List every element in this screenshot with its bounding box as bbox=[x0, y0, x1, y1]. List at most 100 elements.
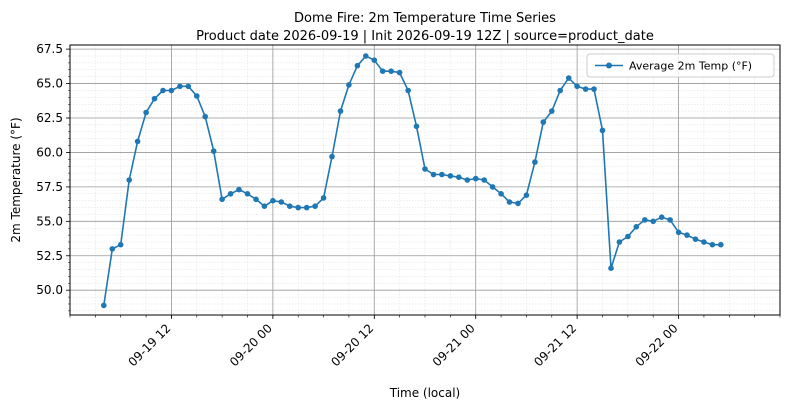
data-point bbox=[667, 217, 673, 223]
data-point bbox=[692, 236, 699, 242]
data-point bbox=[126, 177, 132, 183]
y-tick-label: 65.0 bbox=[36, 77, 63, 91]
data-point bbox=[675, 229, 682, 236]
data-point bbox=[574, 83, 580, 90]
data-point bbox=[117, 241, 124, 248]
data-point bbox=[278, 199, 285, 205]
data-point bbox=[354, 62, 361, 69]
data-point bbox=[379, 68, 386, 74]
x-tick-label: 09-21 12 bbox=[531, 321, 579, 369]
data-point bbox=[337, 108, 344, 114]
y-tick-label: 50.0 bbox=[36, 283, 63, 297]
data-point bbox=[320, 195, 327, 201]
minor-grid bbox=[69, 45, 781, 315]
y-tick-label: 67.5 bbox=[36, 42, 63, 56]
data-point bbox=[261, 203, 268, 209]
data-point bbox=[194, 93, 200, 99]
data-point bbox=[439, 171, 445, 178]
data-point bbox=[506, 199, 513, 205]
series-line bbox=[103, 55, 721, 306]
data-point bbox=[295, 204, 302, 211]
y-tick-label: 62.5 bbox=[36, 111, 63, 125]
data-point bbox=[489, 184, 496, 190]
data-point bbox=[591, 86, 597, 92]
data-point bbox=[160, 87, 166, 94]
data-point bbox=[430, 171, 437, 178]
legend-entry-label: Average 2m Temp (°F) bbox=[629, 60, 752, 73]
y-tick-label: 57.5 bbox=[36, 180, 63, 194]
data-point bbox=[363, 53, 369, 59]
data-point bbox=[557, 87, 563, 94]
data-point bbox=[481, 177, 488, 183]
data-point bbox=[329, 153, 335, 160]
data-point bbox=[549, 108, 555, 114]
data-point bbox=[650, 218, 656, 225]
y-axis: 50.0 52.5 55.0 57.5 60.0 62.5 65.0 67.5 bbox=[36, 42, 70, 312]
data-point bbox=[540, 119, 547, 125]
data-point bbox=[684, 232, 690, 238]
data-point bbox=[346, 82, 352, 88]
data-point bbox=[608, 265, 614, 272]
data-point bbox=[642, 217, 648, 223]
chart-subtitle: Product date 2026-09-19 | Init 2026-09-1… bbox=[196, 29, 654, 44]
data-point bbox=[227, 191, 234, 197]
data-point bbox=[456, 174, 462, 180]
y-tick-label: 55.0 bbox=[36, 214, 63, 228]
data-point bbox=[109, 246, 116, 252]
data-point bbox=[101, 302, 107, 309]
data-point bbox=[396, 69, 403, 76]
x-tick-label: 09-20 12 bbox=[328, 321, 376, 369]
x-axis: 09-19 12 09-20 00 09-20 12 09-21 00 09-21 12… bbox=[69, 315, 781, 369]
data-point bbox=[422, 166, 428, 172]
data-point bbox=[312, 203, 318, 209]
data-point bbox=[582, 86, 589, 92]
data-point bbox=[472, 175, 479, 182]
series-group bbox=[101, 53, 724, 309]
data-point bbox=[447, 173, 454, 179]
data-point bbox=[303, 204, 310, 211]
data-point bbox=[633, 224, 640, 230]
data-point bbox=[701, 239, 707, 245]
data-point bbox=[464, 177, 471, 183]
legend: Average 2m Temp (°F) bbox=[586, 53, 775, 78]
data-point bbox=[270, 197, 276, 204]
y-tick-label: 52.5 bbox=[36, 249, 63, 263]
data-point bbox=[236, 186, 242, 193]
data-point bbox=[523, 192, 530, 198]
x-tick-label: 09-19 12 bbox=[125, 321, 173, 369]
major-grid bbox=[70, 45, 780, 315]
x-axis-label: Time (local) bbox=[389, 386, 461, 400]
data-point bbox=[244, 191, 251, 197]
data-point bbox=[599, 127, 606, 134]
data-point bbox=[565, 75, 572, 81]
data-point bbox=[658, 214, 665, 220]
legend-marker bbox=[606, 62, 612, 69]
y-axis-label: 2m Temperature (°F) bbox=[9, 117, 23, 242]
data-point bbox=[253, 196, 259, 203]
data-point bbox=[616, 239, 623, 245]
data-point bbox=[388, 68, 395, 74]
x-tick-label: 09-20 00 bbox=[227, 321, 275, 369]
data-point bbox=[371, 57, 378, 63]
data-point bbox=[405, 87, 411, 94]
data-point bbox=[287, 203, 293, 209]
data-point bbox=[168, 87, 175, 94]
x-tick-label: 09-21 00 bbox=[430, 321, 478, 369]
data-point bbox=[151, 95, 158, 102]
data-point bbox=[185, 83, 192, 90]
data-point bbox=[210, 148, 217, 154]
data-point bbox=[515, 200, 521, 207]
data-point bbox=[709, 241, 716, 248]
data-point bbox=[219, 196, 225, 203]
data-point bbox=[413, 123, 420, 130]
data-point bbox=[498, 191, 504, 197]
chart-title: Dome Fire: 2m Temperature Time Series bbox=[294, 11, 556, 26]
y-tick-label: 60.0 bbox=[36, 145, 63, 159]
data-point bbox=[532, 159, 538, 165]
x-tick-label: 09-22 00 bbox=[633, 321, 681, 369]
data-point bbox=[177, 83, 183, 90]
legend-box bbox=[586, 53, 775, 78]
data-point bbox=[718, 241, 724, 248]
data-point bbox=[143, 109, 149, 116]
